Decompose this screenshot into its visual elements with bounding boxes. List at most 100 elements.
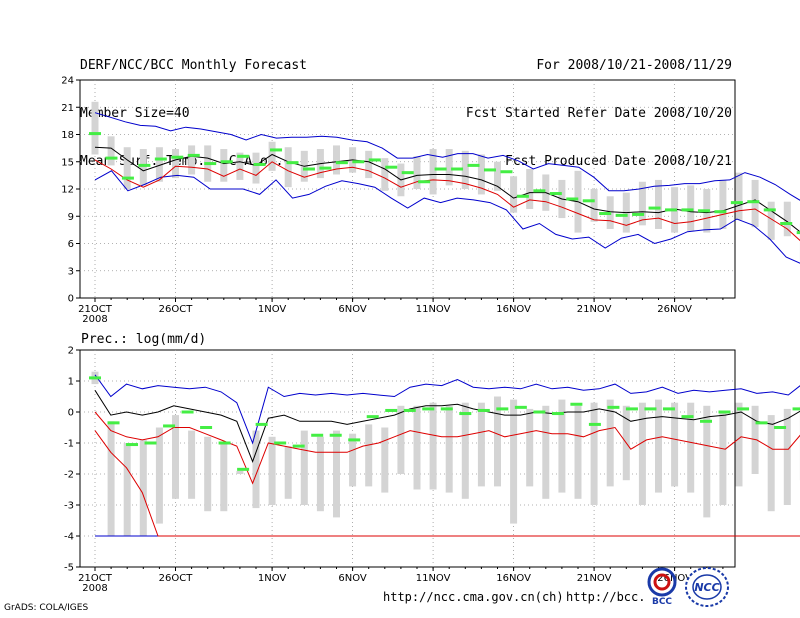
prec-mean-line: [94, 390, 800, 464]
temp-box: [365, 150, 373, 179]
temp-marker: [747, 200, 760, 204]
temp-box: [638, 181, 646, 226]
temp-marker: [302, 167, 315, 171]
precip-panel-title: Prec.: log(mm/d): [81, 332, 206, 347]
temp-marker: [171, 155, 184, 159]
footer-url-ncc[interactable]: http://ncc.cma.gov.cn(ch): [383, 590, 564, 604]
prec-box: [590, 402, 598, 505]
forecast-period: For 2008/10/21-2008/11/29: [536, 58, 732, 73]
prec-marker: [329, 433, 342, 437]
prec-box: [445, 405, 453, 493]
temp-box: [155, 147, 163, 182]
temp-box: [172, 149, 179, 179]
prec-box: [284, 446, 292, 499]
footer-url-bcc[interactable]: http://bcc.: [566, 590, 646, 604]
temp-lower-line: [94, 159, 800, 242]
prec-box: [429, 402, 437, 490]
prec-box: [494, 396, 501, 487]
temp-xtick-year: 2008: [82, 314, 107, 325]
prec-box: [300, 430, 308, 505]
prec-box: [381, 427, 389, 493]
prec-marker: [292, 444, 305, 448]
prec-marker: [385, 408, 398, 412]
prec-box: [204, 436, 212, 512]
prec-marker: [422, 407, 435, 411]
prec-xtick-label: 6NOV: [338, 573, 367, 584]
temp-marker: [121, 176, 134, 180]
temp-box: [220, 149, 228, 182]
prec-box: [510, 399, 518, 524]
prec-box: [268, 436, 276, 505]
temp-upper-envelope: [94, 112, 800, 201]
temp-marker: [105, 156, 118, 160]
temp-ytick-label: 18: [61, 130, 74, 141]
prec-marker: [403, 408, 416, 412]
temp-box: [445, 149, 453, 186]
temp-box: [284, 147, 292, 188]
prec-box: [172, 415, 179, 499]
prec-marker: [551, 412, 564, 416]
temp-marker: [500, 170, 513, 174]
temp-marker: [270, 148, 283, 152]
prec-box: [461, 402, 469, 499]
temp-xtick-label: 21OCT: [78, 304, 113, 315]
prec-xtick-label: 26OCT: [159, 573, 194, 584]
prec-marker: [533, 410, 546, 414]
prec-box: [542, 405, 550, 499]
prec-marker: [496, 407, 509, 411]
prec-marker: [607, 405, 620, 409]
prec-marker: [699, 419, 712, 423]
ncc-logo: NCC: [685, 567, 729, 607]
temp-marker: [286, 161, 299, 165]
bcc-logo-text: BCC: [652, 597, 672, 606]
temp-box: [236, 152, 244, 180]
prec-marker: [366, 415, 379, 419]
prec-marker: [477, 408, 490, 412]
temp-ytick-label: 12: [61, 185, 74, 196]
prec-marker: [662, 407, 675, 411]
prec-frame: [79, 349, 736, 568]
temp-ytick-label: 15: [61, 157, 74, 168]
temp-xtick-label: 16NOV: [496, 304, 531, 315]
temp-xtick-label: 11NOV: [416, 304, 451, 315]
temp-xtick-label: 26NOV: [657, 304, 692, 315]
temp-box: [510, 176, 518, 213]
prec-xtick-label: 16NOV: [496, 573, 531, 584]
prec-box: [735, 402, 743, 487]
prec-xtick-label: 21OCT: [78, 573, 113, 584]
prec-box: [333, 430, 340, 518]
temp-ytick-label: 24: [61, 76, 74, 87]
temp-marker: [204, 162, 217, 166]
temp-box: [429, 149, 437, 195]
prec-ytick-label: -2: [64, 470, 74, 481]
start-date: Fcst Started Refer Date 2008/10/20: [465, 106, 732, 121]
temp-marker: [549, 192, 562, 196]
temp-box: [655, 179, 662, 229]
temp-marker: [648, 206, 661, 210]
temp-marker: [697, 209, 710, 213]
prec-box: [767, 415, 775, 512]
prec-box: [155, 427, 163, 524]
prec-marker: [181, 410, 194, 414]
prec-xtick-year: 2008: [82, 583, 107, 594]
temp-marker: [352, 160, 365, 164]
temp-marker: [154, 157, 167, 161]
temp-marker: [138, 163, 151, 167]
prec-marker: [644, 407, 657, 411]
prec-marker: [348, 438, 361, 442]
prec-box: [413, 405, 421, 490]
prec-marker: [588, 422, 601, 426]
prec-box: [783, 408, 791, 505]
prec-ytick-label: -1: [64, 439, 74, 450]
prec-marker: [737, 407, 750, 411]
temp-marker: [665, 208, 678, 212]
prec-marker: [255, 422, 268, 426]
temp-marker: [335, 161, 348, 165]
prec-marker: [625, 407, 638, 411]
temp-box: [590, 189, 598, 222]
temp-marker: [434, 167, 447, 171]
temp-box: [139, 149, 147, 186]
